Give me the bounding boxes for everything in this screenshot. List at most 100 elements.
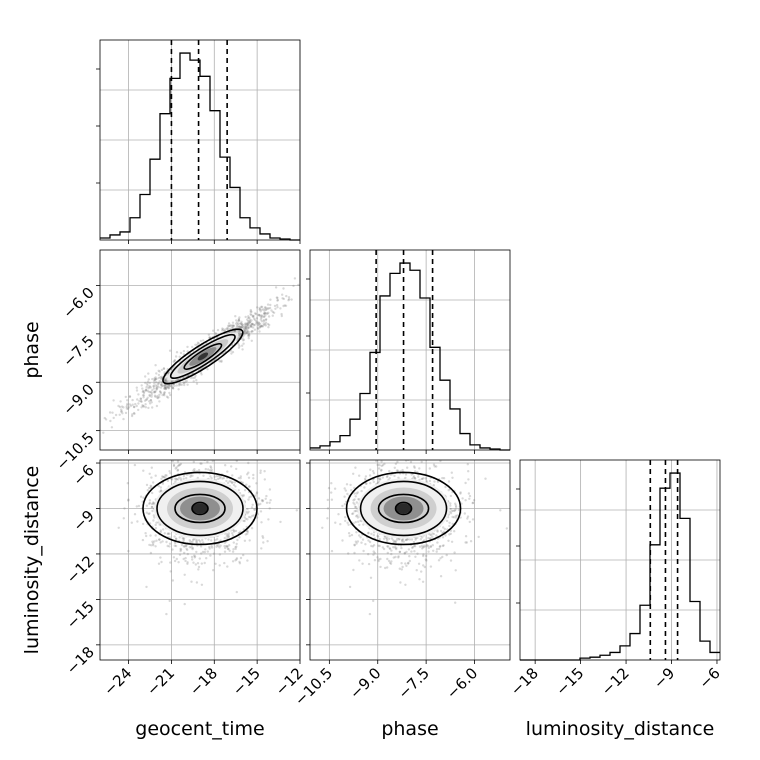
sample-point <box>214 332 217 335</box>
sample-point <box>261 500 264 503</box>
sample-point <box>150 466 153 469</box>
sample-point <box>423 544 426 547</box>
sample-point <box>247 485 251 488</box>
sample-point <box>245 483 248 486</box>
sample-point <box>226 481 230 485</box>
sample-point <box>186 552 189 556</box>
sample-point <box>384 566 387 570</box>
sample-point <box>166 385 169 388</box>
sample-point <box>259 471 262 475</box>
sample-point <box>432 463 436 466</box>
sample-point <box>133 463 137 467</box>
sample-point <box>403 552 406 555</box>
sample-point <box>155 521 158 524</box>
sample-point <box>393 474 396 478</box>
sample-point <box>164 385 167 388</box>
sample-point <box>174 355 178 358</box>
sample-point <box>231 474 234 477</box>
sample-point <box>263 315 266 319</box>
sample-point <box>451 509 455 512</box>
sample-point <box>390 549 393 552</box>
sample-point <box>246 518 249 521</box>
sample-point <box>398 550 402 554</box>
sample-point <box>212 569 215 572</box>
sample-point <box>393 540 396 543</box>
sample-point <box>268 323 271 327</box>
sample-point <box>330 498 334 501</box>
sample-point <box>465 458 467 460</box>
contour-2 <box>183 342 223 370</box>
sample-point <box>412 476 415 479</box>
sample-point <box>235 326 238 329</box>
sample-point <box>182 537 185 541</box>
sample-point <box>437 559 441 562</box>
sample-point <box>231 534 235 537</box>
y-tick-label: −12 <box>63 552 98 587</box>
sample-point <box>358 534 361 537</box>
sample-point <box>413 545 417 548</box>
sample-point <box>226 545 229 548</box>
sample-point <box>189 376 193 380</box>
sample-point <box>247 316 250 320</box>
sample-point <box>240 324 244 327</box>
sample-point <box>363 477 367 480</box>
sample-point <box>132 411 136 415</box>
sample-point <box>222 329 226 332</box>
sample-point <box>244 315 247 319</box>
sample-point <box>175 351 179 354</box>
sample-point <box>135 389 139 392</box>
sample-point <box>352 568 355 572</box>
sample-point <box>172 463 176 467</box>
sample-point <box>150 393 153 396</box>
sample-point <box>407 562 410 565</box>
sample-point <box>394 555 397 559</box>
sample-point <box>182 474 186 478</box>
sample-point <box>164 386 168 390</box>
sample-point <box>290 298 293 301</box>
sample-point <box>155 372 158 375</box>
sample-point <box>441 555 444 559</box>
sample-point <box>153 394 157 397</box>
sample-point <box>208 547 211 550</box>
sample-point <box>282 297 285 301</box>
sample-point <box>189 475 192 478</box>
sample-point <box>172 556 176 559</box>
sample-point <box>253 508 256 511</box>
sample-point <box>223 561 226 565</box>
sample-point <box>195 382 199 385</box>
sample-point <box>218 564 221 567</box>
sample-point <box>141 389 145 393</box>
sample-point <box>165 379 168 382</box>
sample-point <box>149 390 152 394</box>
sample-point <box>226 545 229 548</box>
sample-point <box>471 501 475 504</box>
sample-point <box>262 322 265 325</box>
sample-point <box>400 546 403 550</box>
sample-point <box>459 516 462 519</box>
sample-point <box>388 477 391 480</box>
sample-point <box>182 539 185 542</box>
sample-point <box>219 544 222 547</box>
sample-point <box>152 501 155 505</box>
sample-point <box>445 553 448 557</box>
sample-point <box>237 336 241 339</box>
sample-point <box>413 477 417 480</box>
sample-point <box>158 400 161 403</box>
sample-point <box>260 305 264 309</box>
sample-point <box>398 550 401 554</box>
sample-point <box>207 333 211 336</box>
contour-1 <box>169 333 236 380</box>
sample-point <box>248 333 251 336</box>
sample-point <box>242 342 245 345</box>
sample-point <box>235 319 238 322</box>
sample-point <box>165 386 168 389</box>
sample-point <box>354 520 357 524</box>
sample-point <box>431 532 434 535</box>
sample-point <box>174 480 177 483</box>
sample-point <box>246 319 250 323</box>
sample-point <box>150 401 153 404</box>
sample-point <box>447 480 451 483</box>
sample-point <box>410 550 413 553</box>
sample-point <box>217 474 220 478</box>
sample-point <box>148 486 151 490</box>
